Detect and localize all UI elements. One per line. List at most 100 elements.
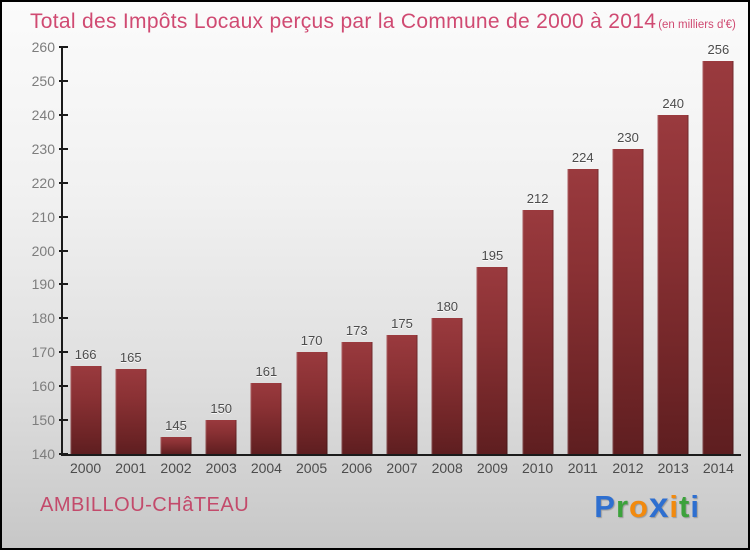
bar-slot: 161 2004 xyxy=(244,47,289,476)
bar-value-label: 256 xyxy=(707,41,730,57)
bar-2006 xyxy=(341,342,373,454)
bar-slot: 170 2005 xyxy=(289,47,334,476)
x-axis-tick-label: 2003 xyxy=(205,460,237,476)
bar-slot: 256 2014 xyxy=(696,42,741,476)
proxiti-logo: Proxiti xyxy=(594,486,700,526)
bar-value-label: 150 xyxy=(210,401,233,417)
bar-2007 xyxy=(386,335,418,454)
bar-2012 xyxy=(612,148,644,454)
bar-2009 xyxy=(476,267,508,454)
bar-value-label: 161 xyxy=(255,363,278,379)
x-axis-tick-label: 2004 xyxy=(250,460,282,476)
x-axis-tick-label: 2002 xyxy=(160,460,192,476)
logo-letter: x xyxy=(648,486,670,525)
y-axis-tick-label: 210 xyxy=(31,208,55,225)
chart-subtitle: (en milliers d'€) xyxy=(658,19,736,31)
x-axis-tick-label: 2008 xyxy=(431,460,463,476)
x-axis-tick-label: 2001 xyxy=(115,460,147,476)
bar-slot: 180 2008 xyxy=(425,47,470,476)
bar-value-label: 175 xyxy=(391,316,413,332)
y-axis-tick xyxy=(59,453,68,455)
y-axis-tick xyxy=(59,283,68,286)
x-axis-tick-label: 2006 xyxy=(341,460,373,476)
bar-slot: 173 2006 xyxy=(334,47,379,476)
bar-2000 xyxy=(70,365,102,454)
y-axis-tick xyxy=(59,317,68,320)
x-axis-tick-label: 2010 xyxy=(522,460,554,476)
x-axis-tick-label: 2009 xyxy=(476,460,508,476)
logo-letter: o xyxy=(629,489,649,524)
y-axis-tick-label: 150 xyxy=(31,412,55,429)
y-axis-tick xyxy=(59,79,68,82)
y-axis-tick xyxy=(59,46,68,48)
plot-area: 140 150 160 170 180 190 200 210 220 230 240 250 260 1… xyxy=(32,39,741,476)
x-axis-tick-label: 2007 xyxy=(386,460,418,476)
y-axis-tick-label: 260 xyxy=(31,39,55,55)
x-axis-tick-label: 2012 xyxy=(612,460,644,476)
bar-slot: 166 2000 xyxy=(63,47,108,476)
y-axis-tick xyxy=(59,249,68,252)
bar-value-label: 166 xyxy=(74,346,97,362)
y-axis-tick xyxy=(59,385,68,388)
bar-value-label: 173 xyxy=(345,323,368,339)
bar-value-label: 145 xyxy=(165,418,187,434)
bar-2004 xyxy=(250,382,282,454)
bar-value-label: 180 xyxy=(436,299,459,315)
y-axis-tick-label: 140 xyxy=(31,446,55,462)
y-axis-tick xyxy=(59,181,68,184)
bar-2003 xyxy=(205,420,237,454)
chart-title: Total des Impôts Locaux perçus par la Co… xyxy=(30,10,657,33)
bar-slot: 165 2001 xyxy=(108,47,153,476)
bar-2001 xyxy=(115,369,147,454)
y-axis-tick xyxy=(59,147,68,150)
x-axis-tick-label: 2000 xyxy=(70,460,102,476)
bar-slot: 224 2011 xyxy=(560,47,605,476)
bar-value-label: 165 xyxy=(119,350,142,366)
bar-slot: 240 2013 xyxy=(651,47,696,476)
y-axis-tick-label: 160 xyxy=(31,378,55,395)
y-axis-tick xyxy=(59,113,68,116)
logo-letter: P xyxy=(594,489,616,524)
y-axis-tick-label: 180 xyxy=(31,310,55,327)
bar-2002 xyxy=(160,437,192,454)
bar-value-label: 224 xyxy=(571,150,594,166)
x-axis-tick-label: 2014 xyxy=(702,460,734,476)
y-axis-tick-label: 230 xyxy=(31,140,55,157)
x-axis-tick-label: 2005 xyxy=(296,460,328,476)
bar-2008 xyxy=(431,318,463,454)
bar-slot: 195 2009 xyxy=(470,47,515,476)
chart-header: Total des Impôts Locaux perçus par la Co… xyxy=(30,10,742,34)
y-axis-tick xyxy=(59,215,68,218)
commune-label: AMBILLOU-CHâTEAU xyxy=(40,494,250,516)
y-axis-tick-label: 190 xyxy=(31,276,55,293)
bar-value-label: 195 xyxy=(481,248,504,264)
y-axis-tick-label: 170 xyxy=(31,344,55,361)
bar-slot: 212 2010 xyxy=(515,47,560,476)
bar-slot: 175 2007 xyxy=(379,47,424,476)
logo-letter: r xyxy=(615,489,630,524)
bar-slot: 230 2012 xyxy=(605,47,650,476)
bar-value-label: 230 xyxy=(617,129,639,145)
y-axis-tick-label: 250 xyxy=(31,72,55,89)
bar-value-label: 240 xyxy=(662,95,685,111)
y-axis-tick-label: 220 xyxy=(31,174,55,191)
logo-letter: i xyxy=(690,489,700,524)
bar-2011 xyxy=(567,169,599,454)
y-axis-tick-label: 240 xyxy=(31,106,55,123)
bar-slot: 145 2002 xyxy=(153,47,198,476)
logo-letter: i xyxy=(669,489,680,524)
logo-letter: t xyxy=(679,489,691,524)
bar-slot: 150 2003 xyxy=(199,47,244,476)
bar-2013 xyxy=(657,114,689,454)
x-axis-tick-label: 2013 xyxy=(657,460,689,476)
bar-2005 xyxy=(296,352,328,454)
bar-value-label: 212 xyxy=(526,190,549,206)
bar-2014 xyxy=(702,60,734,454)
y-axis-tick-label: 200 xyxy=(31,242,55,259)
y-axis-tick xyxy=(59,419,68,422)
bar-2010 xyxy=(522,209,554,454)
bar-value-label: 170 xyxy=(300,333,323,349)
x-axis-tick-label: 2011 xyxy=(567,460,598,476)
y-axis-tick xyxy=(59,351,68,354)
